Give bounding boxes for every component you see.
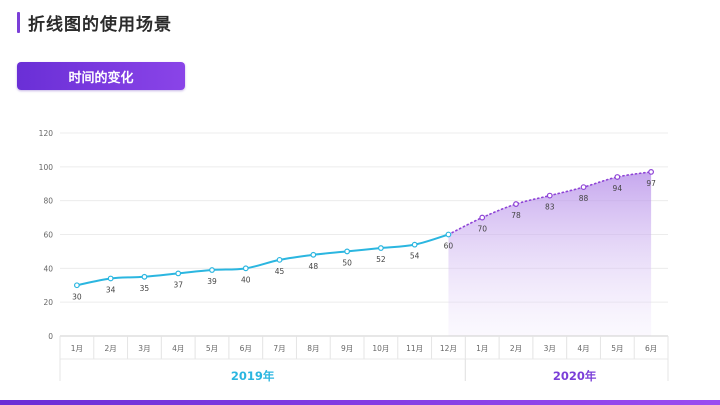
x-tick-label: 12月 (440, 344, 457, 353)
x-tick-label: 1月 (476, 344, 488, 353)
group-label: 2020年 (553, 369, 597, 383)
page-title: 折线图的使用场景 (28, 15, 172, 35)
data-label: 35 (140, 284, 150, 293)
data-point-2019 (276, 256, 283, 263)
data-point-2020 (614, 174, 621, 180)
x-tick-label: 5月 (611, 344, 623, 353)
data-point-2019 (175, 270, 182, 277)
data-label: 88 (579, 194, 589, 203)
data-point-2020 (546, 192, 553, 199)
data-point-2020 (513, 201, 519, 207)
x-tick-label: 7月 (273, 344, 285, 353)
data-label: 78 (511, 211, 521, 220)
series-line-2019 (76, 233, 449, 287)
data-point-2019 (209, 267, 215, 273)
data-point-2019 (310, 251, 317, 258)
x-tick-label: 4月 (172, 344, 184, 353)
data-point-2019 (141, 273, 148, 280)
data-label: 70 (477, 225, 487, 234)
data-point-2020 (580, 184, 587, 191)
group-label: 2019年 (231, 369, 275, 383)
data-label: 39 (207, 277, 217, 286)
data-point-2019 (377, 245, 384, 251)
data-label: 50 (342, 258, 352, 267)
data-label: 34 (106, 285, 116, 294)
title-accent-bar (17, 12, 20, 33)
x-tick-label: 9月 (341, 344, 353, 353)
y-tick-label: 60 (43, 231, 53, 240)
data-label: 37 (173, 280, 183, 289)
data-point-2019 (445, 231, 452, 238)
data-label: 30 (72, 292, 82, 301)
data-point-2019 (344, 248, 351, 255)
x-tick-label: 3月 (544, 344, 556, 353)
x-tick-label: 8月 (307, 344, 319, 353)
data-point-2019 (107, 275, 114, 282)
x-tick-label: 6月 (645, 344, 657, 353)
data-label: 48 (309, 262, 319, 271)
x-tick-label: 2月 (510, 344, 522, 353)
data-point-2019 (73, 282, 80, 289)
section-tag: 时间的变化 (17, 62, 185, 90)
data-label: 40 (241, 275, 251, 284)
x-tick-label: 2月 (105, 344, 117, 353)
y-tick-label: 120 (39, 129, 54, 138)
x-tick-label: 4月 (577, 344, 589, 353)
data-label: 52 (376, 255, 386, 264)
x-tick-label: 1月 (71, 344, 83, 353)
y-tick-label: 100 (39, 163, 54, 172)
series-area-2020 (448, 171, 652, 336)
data-label: 83 (545, 203, 555, 212)
x-tick-label: 5月 (206, 344, 218, 353)
y-tick-label: 40 (43, 264, 53, 273)
y-tick-label: 0 (48, 332, 53, 341)
x-tick-label: 6月 (240, 344, 252, 353)
y-tick-label: 20 (43, 298, 53, 307)
data-point-2020 (479, 214, 486, 221)
data-label: 60 (444, 242, 454, 251)
data-point-2019 (411, 241, 418, 248)
bottom-accent-bar (0, 400, 720, 405)
x-tick-label: 3月 (138, 344, 150, 353)
data-point-2019 (242, 265, 249, 272)
y-tick-label: 80 (43, 197, 53, 206)
x-tick-label: 11月 (406, 344, 423, 353)
data-label: 54 (410, 252, 420, 261)
x-tick-label: 10月 (372, 344, 389, 353)
data-label: 97 (646, 179, 656, 188)
data-point-2020 (648, 169, 655, 175)
data-label: 45 (275, 267, 285, 276)
data-label: 94 (613, 184, 623, 193)
